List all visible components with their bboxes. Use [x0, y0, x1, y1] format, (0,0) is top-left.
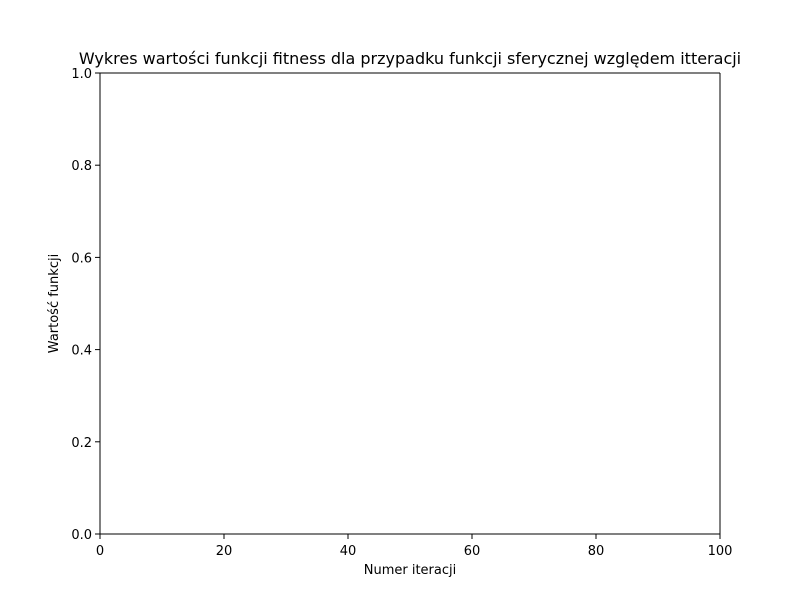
chart-title: Wykres wartości funkcji fitness dla przy… [79, 49, 741, 68]
x-tick-label: 0 [96, 544, 104, 559]
x-axis-label: Numer iteracji [364, 563, 457, 578]
x-tick-label: 100 [708, 544, 733, 559]
y-tick-label: 0.2 [71, 436, 92, 451]
y-axis-label: Wartość funkcji [47, 254, 62, 353]
x-tick-label: 80 [588, 544, 605, 559]
x-tick-label: 60 [464, 544, 481, 559]
x-tick-label: 20 [216, 544, 233, 559]
y-tick-label: 1.0 [71, 67, 92, 82]
y-tick-label: 0.8 [71, 159, 92, 174]
y-tick-label: 0.4 [71, 344, 92, 359]
x-tick-label: 40 [340, 544, 357, 559]
plot-layer: 0 20 40 60 80 100 0.0 0.2 0.4 0.6 0.8 1.0 [71, 67, 732, 559]
plot-area [100, 73, 720, 534]
y-tick-label: 0.0 [71, 528, 92, 543]
y-tick-label: 0.6 [71, 251, 92, 266]
